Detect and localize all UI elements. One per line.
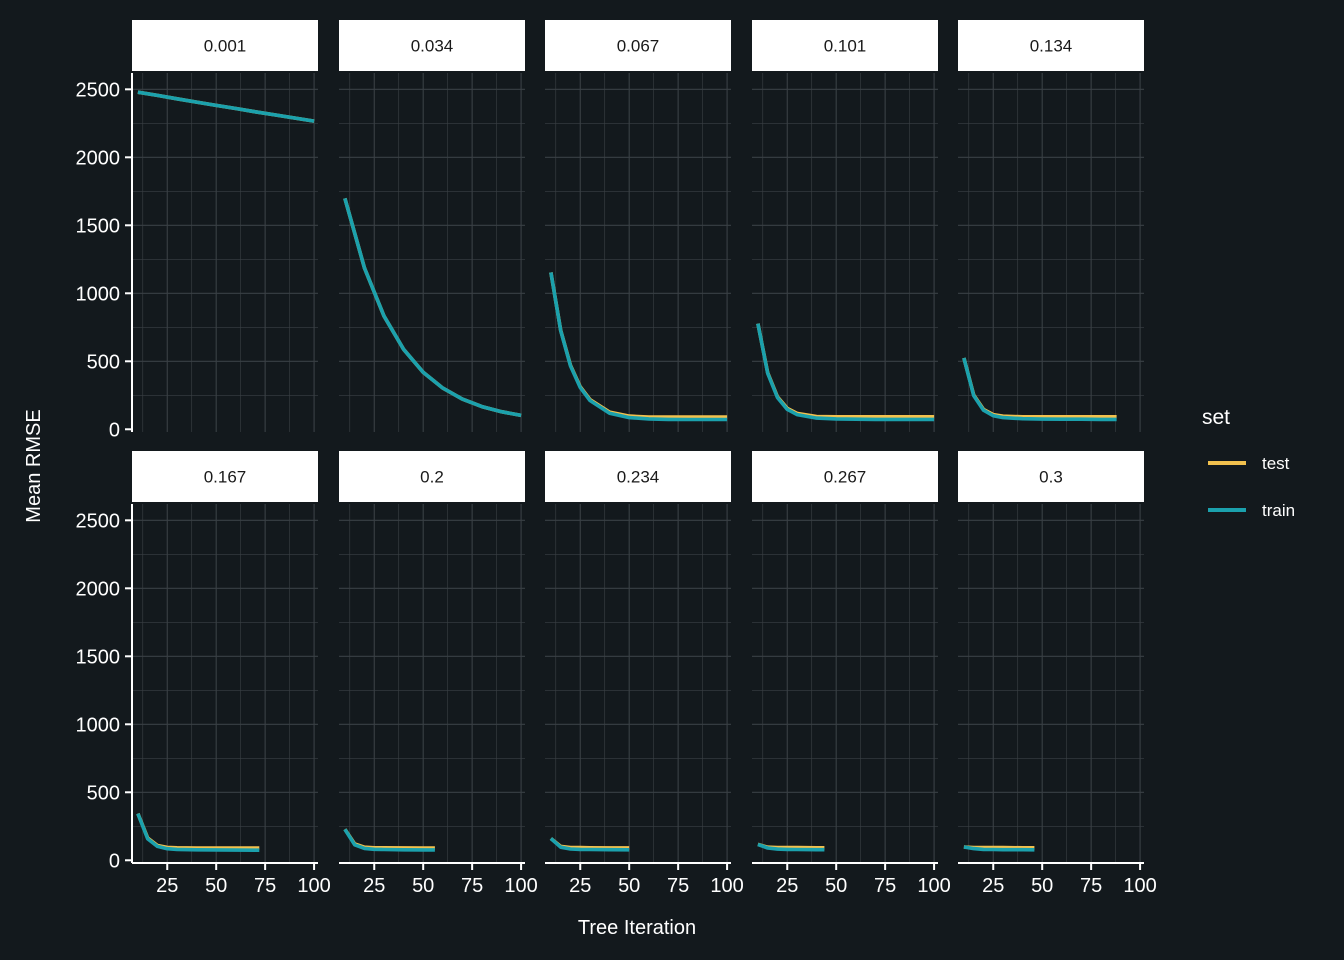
series-line-train (343, 197, 522, 418)
legend-label-train: train (1262, 501, 1295, 520)
x-tick-label: 100 (710, 875, 743, 897)
x-tick-label: 100 (917, 875, 950, 897)
y-tick-label: 500 (87, 782, 120, 804)
series-line-train (137, 90, 315, 123)
series-line-train (756, 323, 935, 422)
series-line-train (549, 272, 728, 422)
facet-strip-label: 0.3 (1039, 468, 1063, 487)
facet-panel: 0.2 25 50 75 100 (339, 451, 538, 897)
facet-strip (339, 451, 525, 502)
x-tick-label: 100 (1123, 875, 1156, 897)
x-tick-label: 25 (569, 875, 591, 897)
y-tick-label: 1500 (76, 215, 121, 237)
facet-strip-label: 0.167 (204, 468, 247, 487)
x-axis-title: Tree Iteration (578, 917, 696, 939)
x-tick-label: 25 (776, 875, 798, 897)
facet-panel: 0.034 (339, 20, 525, 432)
legend: set test train (1202, 406, 1295, 520)
series-line-train (136, 812, 260, 852)
y-tick-label: 1000 (76, 283, 121, 305)
facet-panel: 0.001 0 500 1000 1500 2000 2500 (76, 20, 318, 441)
facet-strip-label: 0.034 (411, 37, 454, 56)
x-tick-label: 75 (1080, 875, 1102, 897)
facet-panel: 0.101 (752, 20, 938, 432)
x-tick-label: 50 (618, 875, 640, 897)
facet-strip (545, 20, 731, 71)
x-tick-label: 100 (297, 875, 330, 897)
facet-strip (958, 451, 1144, 502)
y-tick-label: 500 (87, 351, 120, 373)
facet-strip (958, 20, 1144, 71)
x-tick-label: 25 (982, 875, 1004, 897)
y-tick-label: 2000 (76, 578, 121, 600)
facet-strip-label: 0.134 (1030, 37, 1073, 56)
facet-strip-label: 0.067 (617, 37, 660, 56)
y-tick-label: 1000 (76, 714, 121, 736)
series-line-train (549, 837, 630, 852)
x-tick-label: 100 (504, 875, 537, 897)
facet-panel: 0.267 25 50 75 100 (752, 451, 951, 897)
facet-panel: 0.234 25 50 75 100 (545, 451, 744, 897)
facet-strip (752, 20, 938, 71)
x-tick-label: 25 (156, 875, 178, 897)
facet-panel: 0.134 (958, 20, 1144, 432)
facet-strip (752, 451, 938, 502)
x-tick-label: 50 (825, 875, 847, 897)
y-tick-label: 2500 (76, 510, 121, 532)
facet-strip (132, 20, 318, 71)
facet-strip-label: 0.234 (617, 468, 660, 487)
series-line-train (962, 357, 1117, 422)
y-tick-label: 1500 (76, 646, 121, 668)
series-line-train (757, 842, 825, 852)
series-line-train (343, 828, 435, 852)
facet-panel: 0.067 (545, 20, 731, 432)
x-tick-label: 75 (461, 875, 483, 897)
y-tick-label: 0 (109, 419, 120, 441)
facet-strip-label: 0.101 (824, 37, 867, 56)
facet-strip (545, 451, 731, 502)
facet-strip-label: 0.001 (204, 37, 247, 56)
y-axis-title: Mean RMSE (23, 409, 45, 522)
x-tick-label: 50 (412, 875, 434, 897)
x-tick-label: 75 (254, 875, 276, 897)
y-tick-label: 2500 (76, 79, 121, 101)
x-tick-label: 50 (205, 875, 227, 897)
x-tick-label: 75 (874, 875, 896, 897)
x-tick-label: 75 (667, 875, 689, 897)
facet-strip-label: 0.2 (420, 468, 444, 487)
x-tick-label: 25 (363, 875, 385, 897)
legend-title: set (1202, 406, 1230, 429)
facet-panel: 0.3 25 50 75 100 (958, 451, 1157, 897)
y-tick-label: 2000 (76, 147, 121, 169)
facet-strip-label: 0.267 (824, 468, 867, 487)
legend-label-test: test (1262, 454, 1290, 473)
series-line-train (963, 845, 1035, 852)
y-tick-label: 0 (109, 850, 120, 872)
facet-strip (339, 20, 525, 71)
facet-panel: 0.167 0 500 1000 1500 2000 2500 25 50 75 100 (76, 451, 331, 897)
facet-strip (132, 451, 318, 502)
x-tick-label: 50 (1031, 875, 1053, 897)
